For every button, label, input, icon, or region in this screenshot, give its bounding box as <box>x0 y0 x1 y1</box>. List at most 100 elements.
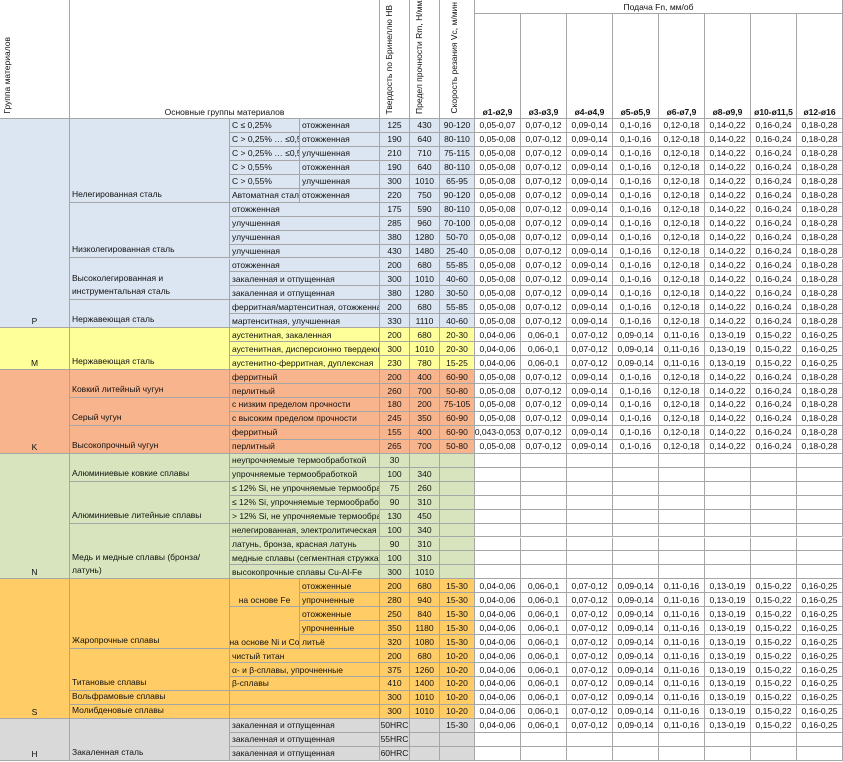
feed-cell <box>659 509 705 524</box>
speed-cell: 90-120 <box>440 188 475 203</box>
feed-cell <box>521 453 567 468</box>
strength-cell: 680 <box>410 300 440 315</box>
feed-cell: 0,12-0,18 <box>659 398 705 412</box>
hardness-cell: 245 <box>380 411 410 426</box>
strength-cell <box>410 746 440 761</box>
diameter-header: ø5-ø5,9 <box>613 14 659 119</box>
feed-cell: 0,16-0,24 <box>751 398 797 412</box>
feed-cell <box>659 453 705 468</box>
diameter-header: ø6-ø7,9 <box>659 14 705 119</box>
material-cell: Титановые сплавы <box>70 649 230 691</box>
feed-cell: 0,16-0,25 <box>797 677 843 691</box>
feed-cell: 0,05-0,08 <box>475 258 521 273</box>
feed-cell: 0,14-0,22 <box>705 384 751 398</box>
feed-cell <box>751 551 797 566</box>
feed-cell: 0,16-0,24 <box>751 160 797 175</box>
feed-cell: 0,1-0,16 <box>613 146 659 161</box>
sub-cell: Автоматная сталь <box>230 188 300 203</box>
group-background <box>0 579 475 719</box>
feed-cell: 0,05-0,08 <box>475 230 521 245</box>
feed-cell <box>521 537 567 552</box>
feed-cell <box>751 495 797 510</box>
group-background <box>0 328 475 371</box>
feed-cell: 0,11-0,16 <box>659 607 705 622</box>
speed-cell <box>440 509 475 524</box>
feed-cell: 0,12-0,18 <box>659 188 705 203</box>
feed-cell: 0,1-0,16 <box>613 272 659 287</box>
strength-cell: 200 <box>410 398 440 412</box>
strength-cell: 1010 <box>410 174 440 189</box>
feed-cell: 0,12-0,18 <box>659 439 705 454</box>
feed-cell: 0,06-0,1 <box>521 579 567 594</box>
hardness-cell: 190 <box>380 132 410 147</box>
feed-cell: 0,16-0,25 <box>797 593 843 608</box>
feed-cell: 0,06-0,1 <box>521 342 567 357</box>
hardness-cell: 90 <box>380 495 410 510</box>
speed-cell: 10-20 <box>440 690 475 705</box>
strength-cell: 1010 <box>410 690 440 705</box>
strength-cell: 640 <box>410 132 440 147</box>
feed-cell: 0,14-0,22 <box>705 314 751 329</box>
hardness-cell: 380 <box>380 230 410 245</box>
feed-cell: 0,07-0,12 <box>521 230 567 245</box>
feed-cell: 0,12-0,18 <box>659 370 705 385</box>
feed-cell: 0,18-0,28 <box>797 384 843 398</box>
feed-cell: 0,16-0,24 <box>751 230 797 245</box>
feed-cell: 0,13-0,19 <box>705 342 751 357</box>
feed-cell: 0,09-0,14 <box>613 690 659 705</box>
feed-cell <box>521 565 567 580</box>
hardness-cell: 300 <box>380 174 410 189</box>
feed-cell: 0,11-0,16 <box>659 635 705 650</box>
hardness-cell: 130 <box>380 509 410 524</box>
feed-cell: 0,06-0,1 <box>521 356 567 371</box>
hardness-cell: 350 <box>380 621 410 636</box>
feed-cell: 0,1-0,16 <box>613 314 659 329</box>
speed-cell: 60-90 <box>440 411 475 426</box>
feed-cell: 0,11-0,16 <box>659 621 705 636</box>
feed-cell: 0,14-0,22 <box>705 272 751 287</box>
subgroup-cell: на основе Ni и Co <box>230 607 300 650</box>
feed-title: Подача Fn, мм/об <box>475 0 843 14</box>
feed-cell: 0,18-0,28 <box>797 216 843 231</box>
feed-cell <box>521 467 567 482</box>
feed-cell <box>567 467 613 482</box>
feed-cell <box>567 481 613 496</box>
feed-cell: 0,09-0,14 <box>613 635 659 650</box>
hardness-cell: 220 <box>380 188 410 203</box>
feed-cell: 0,16-0,24 <box>751 286 797 301</box>
group-background <box>0 718 475 761</box>
condition-cell: закаленная и отпущенная <box>230 746 380 761</box>
strength-cell: 450 <box>410 509 440 524</box>
header-cell <box>410 0 440 119</box>
feed-cell: 0,06-0,1 <box>521 328 567 343</box>
feed-cell <box>567 509 613 524</box>
speed-cell: 65-95 <box>440 174 475 189</box>
hardness-cell: 330 <box>380 314 410 329</box>
feed-cell <box>797 453 843 468</box>
feed-cell: 0,13-0,19 <box>705 593 751 608</box>
material-cell: Молибденовые сплавы <box>70 704 230 719</box>
hardness-cell: 30 <box>380 453 410 468</box>
feed-cell: 0,16-0,24 <box>751 300 797 315</box>
condition-cell: закаленная и отпущенная <box>230 718 380 733</box>
condition-cell: ферритная/мартенситная, отожженная <box>230 300 380 315</box>
feed-cell: 0,06-0,1 <box>521 690 567 705</box>
speed-cell: 55-85 <box>440 258 475 273</box>
feed-cell: 0,16-0,24 <box>751 384 797 398</box>
feed-cell: 0,05-0,08 <box>475 411 521 426</box>
material-cell: Закаленная сталь <box>70 718 230 761</box>
feed-cell: 0,15-0,22 <box>751 663 797 677</box>
strength-cell: 680 <box>410 258 440 273</box>
feed-cell: 0,07-0,12 <box>567 593 613 608</box>
condition-cell: упрочненные <box>300 593 380 608</box>
feed-cell: 0,07-0,12 <box>521 244 567 259</box>
feed-cell: 0,18-0,28 <box>797 188 843 203</box>
feed-cell: 0,07-0,12 <box>521 119 567 133</box>
header-vertical-label: Группа материалов <box>2 37 12 114</box>
feed-cell <box>797 495 843 510</box>
hardness-cell: 300 <box>380 272 410 287</box>
feed-cell: 0,16-0,25 <box>797 718 843 733</box>
feed-cell <box>475 453 521 468</box>
hardness-cell: 200 <box>380 328 410 343</box>
speed-cell: 75-105 <box>440 398 475 412</box>
